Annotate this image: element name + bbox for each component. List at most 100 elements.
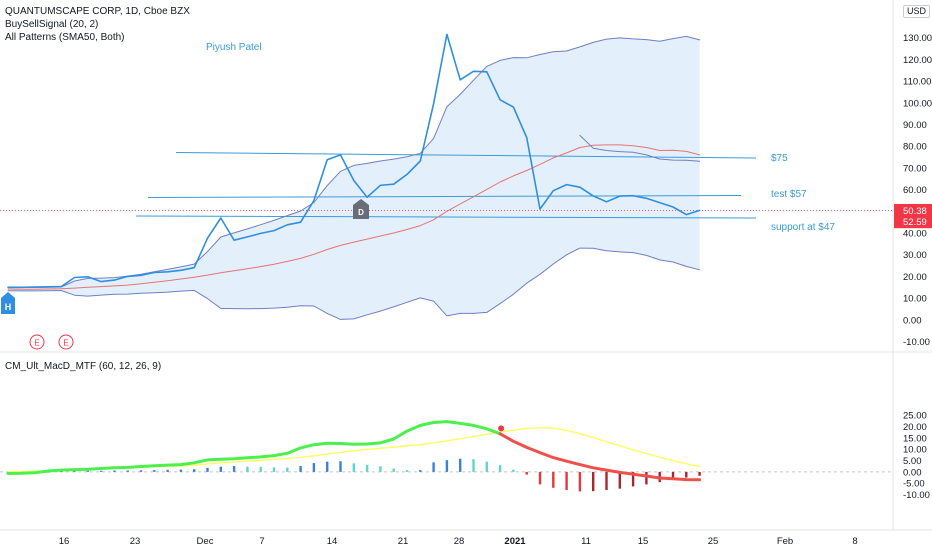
macd-tick-label: -10.00 — [903, 490, 930, 501]
macd-histogram-bar — [645, 471, 648, 485]
marker-e-circle — [58, 334, 74, 350]
macd-histogram-bar — [538, 471, 542, 485]
price-tick-label: 10.00 — [903, 294, 927, 305]
time-tick-label: 15 — [638, 536, 649, 547]
macd-histogram-bar — [498, 465, 502, 472]
level-47-label: support at $47 — [771, 222, 835, 233]
macd-histogram-bar — [246, 466, 249, 472]
price-tag-bg — [894, 215, 932, 229]
macd-histogram-bar — [286, 467, 289, 472]
macd-histogram-bar — [671, 471, 675, 480]
macd-histogram-bar — [445, 460, 449, 472]
price-tick-label: -10.00 — [903, 337, 930, 348]
band-fill — [8, 36, 700, 320]
macd-histogram-bar — [99, 470, 103, 472]
price-tag-2: 52.59 — [894, 215, 932, 229]
price-tick-label: 20.00 — [903, 272, 927, 283]
price-tag-1: 50.38 — [894, 203, 932, 217]
macd-histogram-bar — [525, 471, 528, 475]
time-tick-label: 11 — [581, 536, 591, 547]
macd-histogram-bar — [365, 464, 369, 472]
time-tick-label: 21 — [398, 536, 409, 547]
macd-line-down — [498, 432, 702, 482]
marker-e-1[interactable]: E — [29, 334, 45, 350]
macd-histogram-bar — [272, 467, 276, 472]
macd-histogram-bar — [405, 470, 409, 472]
macd-histogram-bar — [698, 471, 701, 476]
level-57-line — [147, 195, 742, 198]
price-tick-label: 130.00 — [903, 33, 932, 44]
upper-band-line — [7, 35, 701, 288]
macd-legend: CM_Ult_MacD_MTF (60, 12, 26, 9) — [5, 361, 162, 372]
macd-histogram-bar — [60, 471, 63, 473]
macd-histogram-bar — [179, 469, 183, 472]
macd-histogram-bar — [259, 466, 262, 472]
currency-badge[interactable]: USD — [903, 5, 931, 18]
time-tick-label: Dec — [197, 536, 214, 547]
macd-line-up — [6, 420, 502, 475]
macd-histogram-bar — [459, 458, 462, 472]
macd-histogram-bar — [472, 459, 475, 472]
price-tick-label: 120.00 — [903, 55, 932, 66]
time-tick-label: 8 — [852, 536, 857, 547]
lower-band-line — [7, 247, 701, 320]
price-line — [7, 33, 701, 289]
macd-tick-label: 15.00 — [903, 433, 927, 444]
level-57-label: test $57 — [771, 189, 807, 200]
macd-histogram-bar — [153, 470, 156, 472]
marker-e-label: E — [34, 339, 39, 348]
macd-histogram-bar — [312, 463, 316, 472]
allpatterns-legend: All Patterns (SMA50, Both) — [5, 32, 125, 43]
macd-histogram-bar — [565, 471, 568, 491]
macd-tick-label: 25.00 — [903, 411, 927, 422]
macd-histogram-bar — [605, 471, 608, 491]
macd-histogram-bar — [166, 469, 169, 472]
time-tick-label: 7 — [259, 536, 264, 547]
symbol-legend: QUANTUMSCAPE CORP, 1D, Cboe BZX — [5, 6, 190, 17]
buysellsignal-legend: BuySellSignal (20, 2) — [5, 19, 99, 30]
price-tick-label: 0.00 — [903, 315, 922, 326]
marker-h-label: H — [5, 302, 12, 312]
price-tick-label: 70.00 — [903, 163, 927, 174]
price-tick-label: 80.00 — [903, 142, 927, 153]
author-label: Piyush Patel — [206, 42, 262, 53]
marker-h[interactable]: H — [1, 292, 15, 314]
macd-histogram-bar — [206, 467, 209, 472]
time-tick-label: 2021 — [504, 536, 526, 547]
upper-band-tail-line — [579, 134, 701, 162]
macd-tick-label: 10.00 — [903, 445, 927, 456]
marker-e-circle — [29, 334, 45, 350]
macd-histogram-bar — [113, 470, 116, 472]
marker-d[interactable]: D — [353, 199, 369, 219]
level-75-line — [175, 152, 757, 159]
macd-histogram-bar — [139, 470, 143, 472]
macd-histogram-bar — [352, 463, 355, 472]
time-tick-label: 28 — [454, 536, 465, 547]
time-tick-label: 23 — [130, 536, 141, 547]
macd-histogram-bar — [86, 470, 89, 472]
marker-e-2[interactable]: E — [58, 334, 74, 350]
macd-tick-label: 0.00 — [903, 467, 922, 478]
level-47-line — [135, 215, 757, 219]
marker-h-shape — [1, 292, 15, 314]
price-tick-label: 110.00 — [903, 77, 931, 88]
price-tag-bg — [894, 203, 932, 217]
macd-tick-label: 5.00 — [903, 456, 922, 467]
macd-histogram-bar — [552, 471, 555, 488]
marker-d-shape — [353, 199, 369, 219]
price-tick-label: 100.00 — [903, 98, 932, 109]
marker-e-label: E — [63, 339, 68, 348]
macd-histogram-bar — [685, 471, 688, 478]
price-tag-label: 50.38 — [903, 206, 927, 217]
macd-histogram-bar — [392, 468, 395, 472]
macd-histogram-bar — [73, 470, 76, 472]
macd-histogram-bar — [419, 470, 422, 472]
macd-histogram-bar — [299, 466, 302, 472]
macd-histogram-bar — [592, 471, 595, 492]
price-tag-label: 52.59 — [903, 217, 927, 228]
price-tick-label: 60.00 — [903, 185, 927, 196]
macd-histogram-bar — [512, 469, 515, 472]
macd-histogram-bar — [326, 461, 329, 472]
macd-histogram-bar — [631, 471, 635, 487]
